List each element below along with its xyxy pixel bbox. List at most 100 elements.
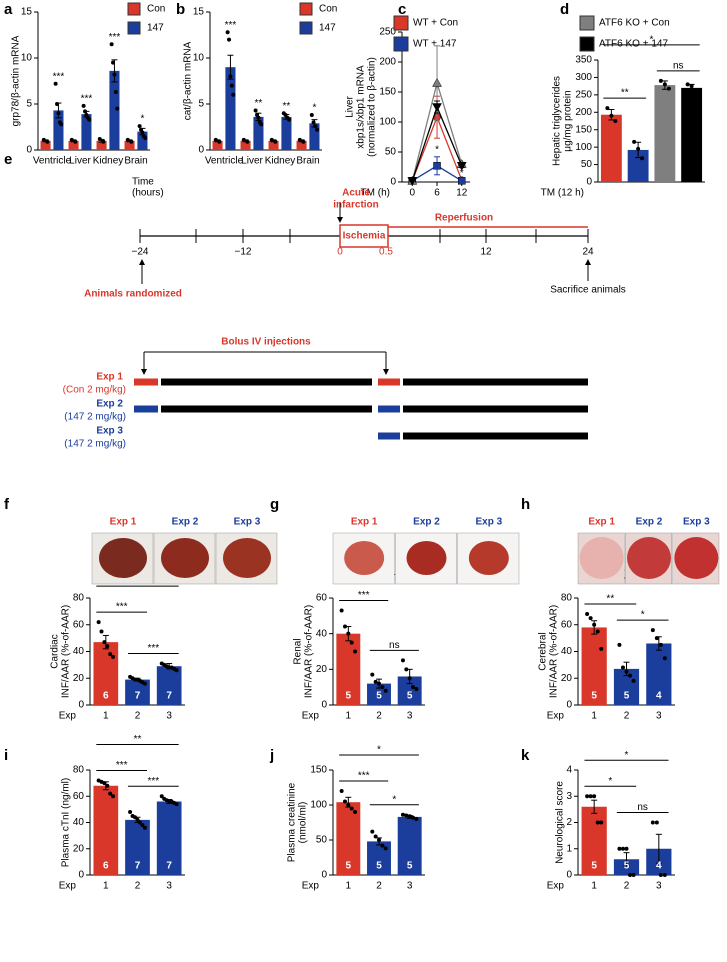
data-point bbox=[595, 820, 600, 825]
data-point bbox=[373, 834, 378, 839]
experiment-name: Exp 1 bbox=[96, 372, 123, 383]
timeline-label: 0 bbox=[337, 247, 343, 258]
y-tick-label: 20 bbox=[73, 673, 85, 684]
data-point bbox=[102, 781, 107, 786]
experiment-name: Exp 3 bbox=[96, 426, 123, 437]
n-label: 6 bbox=[103, 861, 109, 872]
legend-swatch bbox=[393, 36, 409, 52]
data-point bbox=[658, 78, 663, 83]
significance-label: * bbox=[435, 144, 439, 155]
data-point bbox=[349, 640, 354, 645]
y-tick-label: 100 bbox=[575, 142, 592, 153]
x-axis-label: Exp bbox=[59, 711, 77, 722]
marker bbox=[456, 162, 467, 171]
x-tick-label: 2 bbox=[135, 711, 141, 722]
legend-label: WT + 147 bbox=[413, 39, 457, 50]
bar bbox=[581, 806, 607, 875]
photo-label: Exp 1 bbox=[110, 517, 137, 528]
data-point bbox=[111, 60, 116, 65]
photo-label: Exp 3 bbox=[683, 517, 710, 528]
y-tick-label: 2 bbox=[566, 817, 572, 828]
data-point bbox=[259, 122, 264, 127]
data-point bbox=[624, 669, 629, 674]
data-point bbox=[693, 90, 698, 95]
y-tick-label: 0 bbox=[78, 700, 84, 711]
comparison-label: ns bbox=[389, 640, 400, 651]
photo-label: Exp 2 bbox=[172, 517, 199, 528]
comparison-label: * bbox=[377, 745, 381, 756]
data-point bbox=[346, 803, 351, 807]
data-point bbox=[111, 654, 116, 659]
data-point bbox=[112, 72, 117, 77]
y-tick-label: 15 bbox=[193, 7, 205, 18]
n-label: 5 bbox=[376, 691, 382, 702]
legend-swatch bbox=[579, 36, 595, 52]
dose-bar bbox=[378, 432, 400, 440]
y-tick-label: 15 bbox=[21, 7, 33, 18]
data-point bbox=[309, 113, 314, 118]
data-point bbox=[632, 139, 637, 144]
photo-organ bbox=[344, 541, 385, 575]
data-point bbox=[140, 823, 145, 828]
dose-bar bbox=[134, 405, 158, 413]
y-tick-label: 150 bbox=[379, 87, 396, 98]
y-tick-label: 0 bbox=[390, 177, 396, 188]
sacrifice-label: Sacrifice animals bbox=[550, 285, 626, 296]
data-point bbox=[133, 815, 138, 820]
significance-label: *** bbox=[225, 20, 237, 31]
experiment-dose: (147 2 mg/kg) bbox=[64, 412, 126, 423]
data-point bbox=[588, 616, 593, 621]
y-tick-label: 40 bbox=[316, 628, 328, 639]
x-tick-label: 1 bbox=[346, 881, 352, 892]
y-axis-label: cat/β-actin mRNA bbox=[183, 41, 194, 120]
comparison-label: ** bbox=[134, 734, 142, 745]
timeline-label: −24 bbox=[132, 247, 149, 258]
photo-organ bbox=[579, 537, 624, 579]
data-point bbox=[353, 810, 358, 814]
x-axis-label: Exp bbox=[547, 881, 565, 892]
x-axis-label: Exp bbox=[59, 881, 77, 892]
data-point bbox=[69, 137, 74, 142]
y-tick-label: 5 bbox=[198, 99, 204, 110]
data-point bbox=[685, 82, 690, 87]
data-point bbox=[650, 628, 655, 633]
data-point bbox=[585, 612, 590, 617]
data-point bbox=[377, 681, 381, 686]
y-tick-label: 80 bbox=[561, 593, 573, 604]
data-point bbox=[174, 802, 179, 807]
data-point bbox=[245, 139, 250, 144]
data-point bbox=[592, 622, 597, 627]
data-point bbox=[41, 137, 46, 142]
data-point bbox=[225, 30, 230, 35]
y-axis-label: Neurological score bbox=[555, 781, 566, 864]
marker bbox=[433, 162, 441, 170]
x-tick-label: 2 bbox=[135, 881, 141, 892]
y-axis-label: INF/AAR (%-of-AAR) bbox=[549, 605, 560, 698]
y-tick-label: 0 bbox=[198, 145, 204, 156]
reperfusion-label: Reperfusion bbox=[435, 213, 493, 224]
x-tick-label: Brain bbox=[296, 156, 319, 167]
experiment-dose: (147 2 mg/kg) bbox=[64, 439, 126, 450]
y-tick-label: 60 bbox=[73, 619, 85, 630]
panel-letter: c bbox=[398, 1, 406, 18]
y-tick-label: 50 bbox=[385, 147, 397, 158]
n-label: 5 bbox=[407, 691, 413, 702]
data-point bbox=[256, 115, 261, 120]
photo-label: Exp 1 bbox=[588, 517, 615, 528]
data-point bbox=[631, 873, 636, 877]
legend-swatch bbox=[127, 21, 141, 35]
y-axis-label: INF/AAR (%-of-AAR) bbox=[61, 605, 72, 698]
data-point bbox=[105, 644, 110, 649]
data-point bbox=[624, 846, 629, 851]
data-point bbox=[605, 106, 610, 111]
data-point bbox=[301, 139, 306, 144]
data-point bbox=[662, 873, 667, 877]
time-label: Time bbox=[132, 177, 154, 188]
x-axis-label: Exp bbox=[547, 711, 565, 722]
significance-label: *** bbox=[53, 71, 65, 82]
data-point bbox=[213, 137, 218, 142]
data-point bbox=[404, 667, 409, 672]
data-point bbox=[370, 672, 375, 677]
data-point bbox=[349, 806, 354, 811]
data-point bbox=[108, 791, 113, 796]
